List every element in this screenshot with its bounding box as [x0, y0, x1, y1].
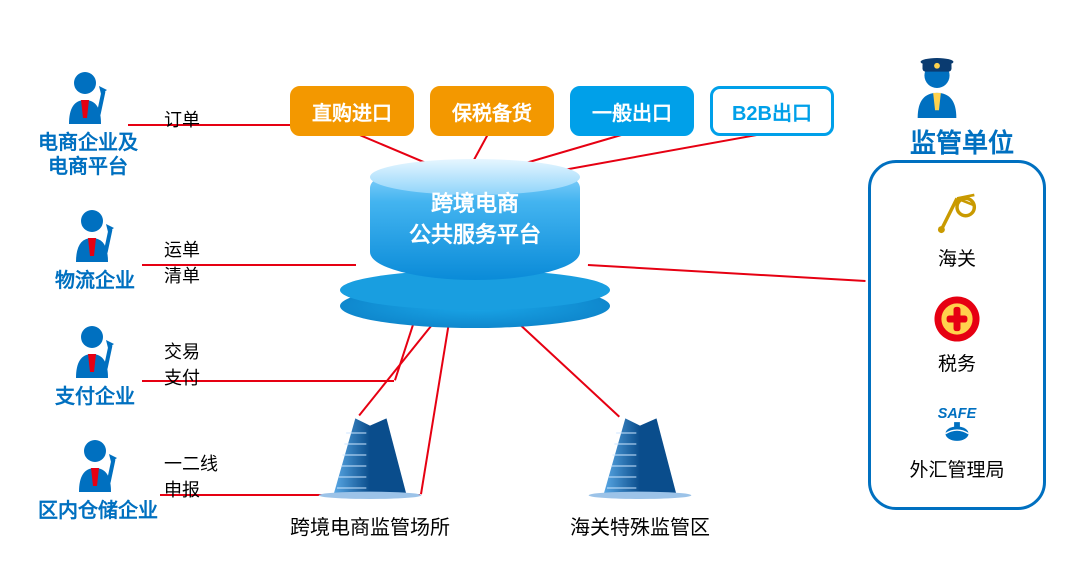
edge-label-logistics: 运单 清单 [164, 236, 200, 288]
regulator-item-tax: 税务 [931, 293, 983, 376]
svg-text:SAFE: SAFE [938, 406, 977, 422]
edge-line [588, 264, 866, 282]
edge-line [509, 314, 620, 417]
btn-general-export: 一般出口 [570, 86, 694, 136]
entity-label-logistics: 物流企业 [55, 269, 135, 293]
site-label-supervise-site: 跨境电商监管场所 [290, 511, 450, 540]
tax-icon [931, 293, 983, 345]
regulator-officer-icon [908, 56, 966, 125]
regulator-title: 监管单位 [862, 128, 1062, 159]
entity-label-payment: 支付企业 [55, 385, 135, 409]
special-zone: 海关特殊监管区 [570, 410, 710, 540]
platform-title-line1: 跨境电商 [431, 189, 519, 220]
btn-bonded: 保税备货 [430, 86, 554, 136]
regulator-item-customs: 海关 [931, 188, 983, 271]
person-icon [70, 324, 120, 385]
platform-cylinder: 跨境电商 公共服务平台 [370, 160, 580, 280]
entity-logistics: 物流企业 [55, 208, 135, 293]
person-icon [63, 70, 113, 131]
entity-ecom: 电商企业及电商平台 [38, 70, 138, 179]
edge-label-warehouse: 一二线 申报 [164, 450, 218, 502]
regulator-item-label-safe: 外汇管理局 [909, 455, 1004, 482]
person-icon [70, 208, 120, 269]
building-icon [585, 410, 695, 505]
regulator-item-safe: SAFE 外汇管理局 [909, 399, 1004, 482]
platform-title-line2: 公共服务平台 [409, 220, 541, 251]
customs-icon [931, 188, 983, 240]
regulator-panel: 海关 税务 SAFE 外汇管理局 [868, 160, 1046, 510]
entity-label-warehouse: 区内仓储企业 [38, 499, 158, 523]
central-platform: 跨境电商 公共服务平台 [340, 160, 610, 320]
supervise-site: 跨境电商监管场所 [290, 410, 450, 540]
btn-direct-import: 直购进口 [290, 86, 414, 136]
safe-icon: SAFE [931, 399, 983, 451]
btn-b2b-export: B2B出口 [710, 86, 834, 136]
entity-payment: 支付企业 [55, 324, 135, 409]
entity-label-ecom: 电商企业及电商平台 [38, 131, 138, 179]
regulator-item-label-customs: 海关 [938, 244, 976, 271]
edge-label-payment: 交易 支付 [164, 338, 200, 390]
entity-warehouse: 区内仓储企业 [38, 438, 158, 523]
building-icon [315, 410, 425, 505]
edge-label-ecom: 订单 [164, 106, 200, 132]
site-label-special-zone: 海关特殊监管区 [570, 511, 710, 540]
regulator-item-label-tax: 税务 [938, 349, 976, 376]
person-icon [73, 438, 123, 499]
